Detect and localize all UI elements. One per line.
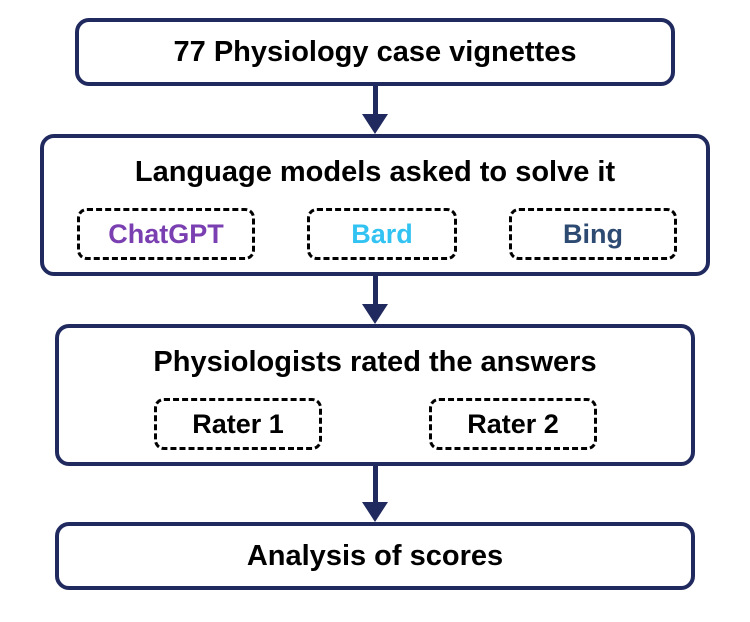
chip-bard: Bard	[307, 208, 457, 260]
chip-bing: Bing	[509, 208, 677, 260]
arrow-3	[373, 466, 378, 502]
chip-label: ChatGPT	[108, 219, 224, 250]
chip-chatgpt: ChatGPT	[77, 208, 255, 260]
box-analysis: Analysis of scores	[55, 522, 695, 590]
chip-rater-1: Rater 1	[154, 398, 322, 450]
arrow-1	[373, 86, 378, 114]
box-raters: Physiologists rated the answers Rater 1 …	[55, 324, 695, 466]
arrow-3-head	[362, 502, 388, 522]
arrow-2-head	[362, 304, 388, 324]
box-language-models: Language models asked to solve it ChatGP…	[40, 134, 710, 276]
chip-label: Rater 1	[192, 409, 284, 440]
flowchart-canvas: 77 Physiology case vignettes Language mo…	[0, 0, 750, 622]
box-title: Language models asked to solve it	[44, 156, 706, 189]
chip-label: Bing	[563, 219, 623, 250]
box-title: Analysis of scores	[247, 540, 503, 573]
chip-label: Rater 2	[467, 409, 559, 440]
box-title: Physiologists rated the answers	[59, 346, 691, 379]
box-case-vignettes: 77 Physiology case vignettes	[75, 18, 675, 86]
box-title: 77 Physiology case vignettes	[174, 36, 577, 69]
arrow-2	[373, 276, 378, 304]
chip-rater-2: Rater 2	[429, 398, 597, 450]
chip-label: Bard	[351, 219, 413, 250]
arrow-1-head	[362, 114, 388, 134]
